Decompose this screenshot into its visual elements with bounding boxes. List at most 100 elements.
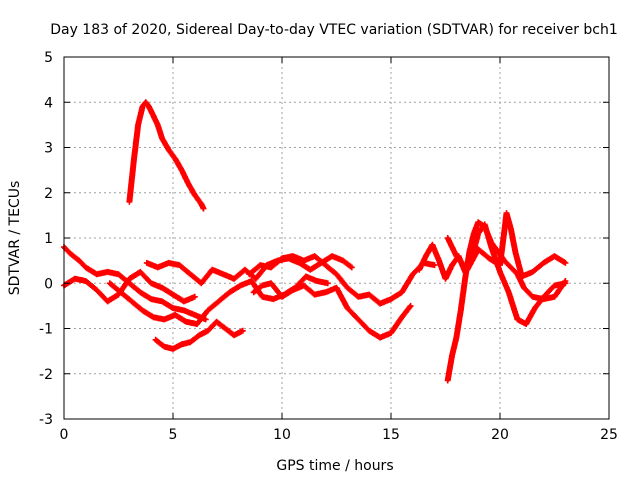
- data-point: [152, 114, 155, 118]
- data-point: [409, 304, 412, 308]
- data-point: [250, 279, 253, 283]
- series-arc-11: [444, 210, 569, 280]
- data-point: [95, 288, 98, 292]
- y-tick-label: 3: [44, 141, 53, 157]
- data-point: [533, 306, 537, 310]
- data-point: [459, 309, 462, 312]
- data-point: [152, 315, 155, 319]
- data-point: [171, 347, 175, 351]
- series-markers: [444, 219, 569, 384]
- data-point: [154, 338, 157, 342]
- data-point: [444, 277, 447, 280]
- data-point: [302, 259, 305, 262]
- x-axis-label: GPS time / hours: [276, 458, 393, 474]
- data-point: [206, 329, 210, 332]
- data-point: [171, 306, 175, 310]
- data-point: [315, 279, 319, 283]
- data-point: [150, 282, 153, 285]
- data-point: [431, 243, 434, 246]
- data-point: [433, 263, 436, 267]
- data-point: [128, 277, 131, 280]
- data-point: [291, 288, 295, 292]
- x-tick-label: 25: [600, 427, 618, 443]
- data-point: [215, 320, 218, 323]
- data-point: [424, 254, 428, 258]
- data-point: [69, 252, 72, 256]
- data-point: [280, 295, 284, 299]
- data-point: [564, 261, 567, 265]
- data-point: [324, 263, 327, 267]
- series-arc-8: [250, 280, 414, 341]
- data-point: [173, 157, 177, 161]
- data-point: [455, 254, 458, 258]
- data-point: [472, 232, 476, 235]
- data-point: [509, 227, 513, 231]
- data-point: [144, 101, 147, 104]
- data-point: [259, 263, 262, 267]
- data-point: [200, 202, 203, 206]
- data-point: [477, 232, 480, 235]
- data-point: [313, 293, 316, 296]
- x-tick-label: 5: [169, 427, 178, 443]
- data-point: [78, 259, 81, 262]
- data-point: [261, 295, 264, 299]
- data-point: [261, 284, 264, 287]
- data-point: [171, 293, 175, 296]
- data-point: [200, 282, 203, 285]
- data-point: [524, 322, 528, 326]
- data-point: [106, 300, 109, 303]
- data-point: [553, 254, 556, 258]
- data-point: [531, 270, 534, 274]
- data-point: [136, 123, 140, 127]
- data-point: [145, 261, 149, 265]
- data-point: [156, 266, 159, 269]
- data-point: [531, 295, 534, 299]
- data-point: [326, 282, 329, 285]
- data-point: [400, 291, 404, 294]
- grid-lines: [64, 57, 609, 419]
- data-point: [298, 261, 301, 265]
- chart-title: Day 183 of 2020, Sidereal Day-to-day VTE…: [50, 22, 618, 38]
- data-point: [211, 268, 214, 271]
- data-point: [160, 300, 164, 303]
- data-point: [466, 268, 469, 271]
- data-point: [184, 320, 188, 323]
- data-point: [180, 168, 183, 172]
- data-point: [180, 343, 183, 346]
- series-markers: [250, 280, 414, 341]
- y-tick-label: -3: [39, 412, 53, 428]
- data-point: [160, 286, 164, 289]
- data-point: [291, 254, 295, 258]
- data-point: [455, 336, 458, 339]
- data-point: [498, 263, 502, 267]
- data-point: [418, 268, 421, 271]
- x-tick-label: 20: [491, 427, 509, 443]
- data-point: [463, 277, 467, 280]
- data-point: [139, 270, 142, 274]
- data-point: [477, 248, 480, 251]
- data-point: [490, 245, 493, 249]
- data-point: [542, 261, 545, 265]
- data-point: [178, 263, 181, 267]
- series-arc-1: [126, 99, 207, 212]
- data-point: [483, 223, 486, 226]
- data-point: [252, 291, 255, 294]
- y-tick-label: 4: [44, 95, 53, 111]
- data-point: [468, 250, 471, 253]
- data-point: [173, 313, 177, 317]
- data-point: [350, 266, 353, 269]
- data-point: [163, 345, 166, 348]
- data-point: [411, 273, 414, 276]
- data-point: [130, 300, 133, 303]
- series-arc-6: [152, 318, 246, 352]
- data-point: [95, 273, 98, 276]
- series-arc-5: [106, 273, 331, 327]
- data-point: [160, 137, 164, 140]
- data-point: [193, 313, 196, 317]
- x-tick-label: 10: [273, 427, 291, 443]
- data-point: [187, 182, 190, 185]
- data-point: [335, 286, 338, 289]
- data-point: [182, 309, 186, 312]
- data-point: [450, 263, 454, 267]
- data-point: [389, 297, 393, 301]
